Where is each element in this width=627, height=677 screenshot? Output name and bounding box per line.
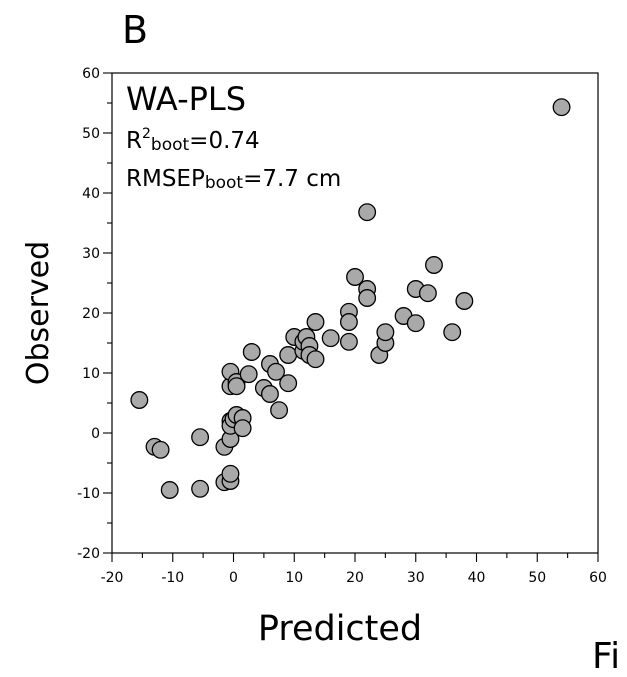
- scatter-point: [221, 464, 240, 483]
- panel-label: B: [122, 8, 149, 52]
- y-tick-label: -10: [77, 486, 100, 502]
- x-tick-label: 50: [528, 570, 546, 586]
- x-tick-label: 30: [407, 570, 425, 586]
- scatter-point: [339, 332, 358, 351]
- scatter-point: [418, 284, 437, 303]
- scatter-point: [130, 391, 149, 409]
- y-tick-label: 60: [82, 66, 100, 82]
- y-tick-label: 30: [82, 246, 100, 262]
- scatter-point: [321, 329, 340, 348]
- scatter-point: [279, 346, 298, 364]
- scatter-point: [552, 98, 571, 117]
- x-tick-label: 40: [468, 570, 486, 586]
- scatter-point: [358, 203, 377, 222]
- scatter-point: [227, 377, 246, 396]
- scatter-point: [406, 314, 425, 333]
- scatter-point: [160, 481, 179, 499]
- scatter-point: [151, 440, 170, 459]
- r2-annotation: R2boot=0.74: [126, 126, 260, 155]
- y-tick-label: -20: [77, 546, 100, 562]
- x-tick-label: 10: [285, 570, 303, 586]
- scatter-point: [376, 323, 395, 342]
- scatter-point: [455, 292, 474, 310]
- x-tick-label: 60: [589, 570, 607, 586]
- x-tick-label: 20: [346, 570, 364, 586]
- scatter-point: [267, 362, 285, 381]
- scatter-point: [239, 365, 258, 384]
- scatter-point: [339, 313, 358, 331]
- scatter-point: [425, 256, 443, 274]
- scatter-point: [279, 374, 298, 393]
- y-tick-label: 0: [91, 426, 100, 442]
- scatter-point: [191, 479, 210, 498]
- scatter-point: [191, 428, 210, 447]
- scatter-point: [270, 401, 289, 420]
- scatter-point: [242, 343, 261, 361]
- rmsep-annotation: RMSEPboot=7.7 cm: [126, 166, 341, 193]
- scatter-point: [233, 419, 252, 438]
- x-tick-label: -20: [101, 570, 124, 586]
- x-axis-label: Predicted: [258, 609, 422, 649]
- y-axis-label: Observed: [21, 241, 56, 385]
- x-tick-label: -10: [161, 570, 184, 586]
- scatter-point: [358, 289, 377, 307]
- y-tick-label: 10: [82, 366, 100, 382]
- y-tick-label: 20: [82, 306, 100, 322]
- scatter-point: [261, 385, 279, 403]
- x-tick-label: 0: [229, 570, 238, 586]
- axes: [103, 72, 599, 562]
- data-points: [130, 98, 571, 499]
- scatter-chart: -20 -10 0 10 20 30 40 50 60 -20 -10 0 10 20 30 40 50 60 Pr…: [21, 66, 607, 649]
- method-label: WA-PLS: [126, 80, 246, 118]
- y-tick-label: 40: [82, 186, 100, 202]
- scatter-point: [443, 323, 462, 342]
- scatter-point: [306, 313, 325, 331]
- scatter-point: [306, 350, 325, 369]
- chart-labels: -20 -10 0 10 20 30 40 50 60 -20 -10 0 10 20 30 40 50 60 Pr…: [21, 66, 607, 649]
- scatter-point: [346, 268, 364, 286]
- y-tick-label: 50: [82, 126, 100, 142]
